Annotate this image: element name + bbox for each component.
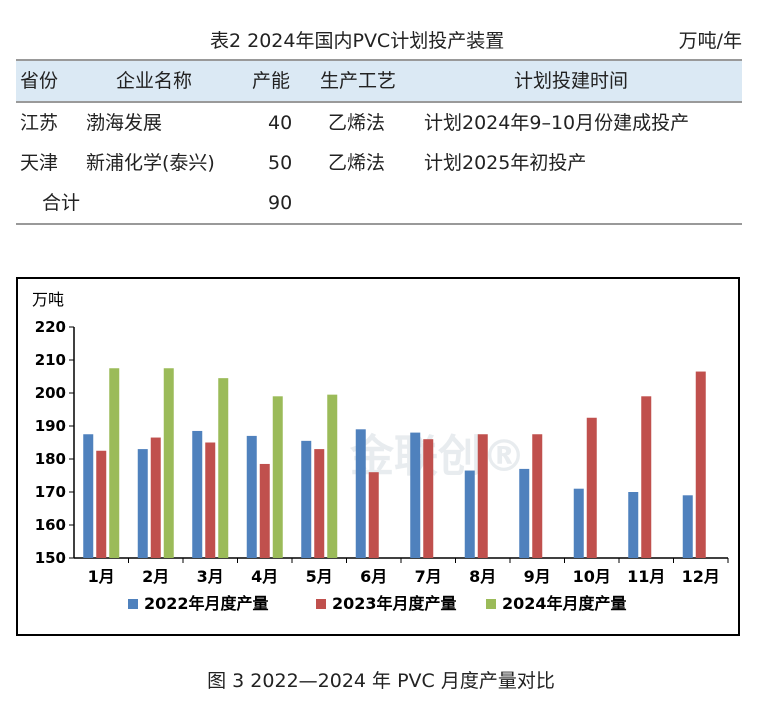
total-label: 合计: [42, 192, 81, 214]
bar-2-10: [586, 417, 597, 558]
bar-2-9: [532, 434, 543, 558]
bar-1-9: [519, 468, 530, 558]
y-tick-label: 170: [35, 483, 66, 501]
bar-3-5: [327, 394, 338, 558]
legend-swatch-2: [316, 599, 326, 609]
x-tick-label: 8月: [469, 567, 496, 586]
bar-1-1: [83, 434, 94, 558]
bar-2-11: [641, 396, 652, 558]
bar-2-6: [368, 472, 379, 558]
bar-3-2: [163, 368, 174, 558]
x-tick-label: 1月: [88, 567, 115, 586]
x-tick-label: 2月: [142, 567, 169, 586]
table-header: 省份 企业名称 产能 生产工艺 计划投建时间: [16, 61, 742, 103]
cell-schedule: 计划2025年初投产: [424, 152, 587, 174]
bar-2-3: [205, 442, 216, 558]
cell-company: 新浦化学(泰兴): [86, 152, 215, 174]
bar-1-8: [464, 470, 475, 558]
bar-2-12: [695, 371, 706, 558]
header-schedule: 计划投建时间: [514, 70, 629, 92]
figure-caption: 图 3 2022—2024 年 PVC 月度产量对比: [207, 670, 555, 692]
y-tick-label: 150: [35, 549, 66, 567]
cell-process: 乙烯法: [328, 152, 386, 174]
x-tick-label: 10月: [573, 567, 611, 586]
bar-1-10: [573, 488, 584, 558]
bar-1-3: [192, 430, 203, 558]
bar-1-5: [301, 440, 312, 558]
total-value: 90: [268, 192, 293, 214]
table-row: 天津 新浦化学(泰兴) 50 乙烯法 计划2025年初投产: [16, 143, 742, 183]
legend-label-2: 2023年月度产量: [332, 594, 457, 613]
cell-province: 江苏: [20, 112, 59, 134]
bar-2-7: [423, 439, 434, 558]
header-process: 生产工艺: [320, 70, 397, 92]
table-unit: 万吨/年: [678, 30, 742, 52]
capacity-table: 省份 企业名称 产能 生产工艺 计划投建时间 江苏 渤海发展 40 乙烯法 计划…: [16, 59, 742, 225]
bar-3-1: [109, 368, 120, 558]
bar-2-1: [96, 450, 107, 558]
bar-2-5: [314, 449, 325, 558]
bar-2-4: [259, 463, 270, 558]
y-tick-label: 190: [35, 417, 66, 435]
table-row: 江苏 渤海发展 40 乙烯法 计划2024年9–10月份建成投产: [16, 103, 742, 143]
y-tick-label: 200: [35, 384, 66, 402]
y-tick-label: 160: [35, 516, 66, 534]
x-tick-label: 7月: [415, 567, 442, 586]
y-axis-label: 万吨: [32, 290, 64, 309]
header-company: 企业名称: [116, 70, 193, 92]
cell-capacity: 50: [268, 152, 293, 174]
x-tick-label: 6月: [360, 567, 387, 586]
bar-3-3: [218, 378, 229, 558]
x-tick-label: 3月: [197, 567, 224, 586]
bar-1-2: [137, 449, 148, 558]
header-province: 省份: [20, 70, 59, 92]
x-tick-label: 5月: [306, 567, 333, 586]
x-tick-label: 4月: [251, 567, 278, 586]
legend-swatch-3: [486, 599, 496, 609]
bar-2-2: [150, 437, 161, 558]
y-tick-label: 180: [35, 450, 66, 468]
table-total-row: 合计 90: [16, 183, 742, 223]
legend-label-1: 2022年月度产量: [144, 594, 269, 613]
cell-process: 乙烯法: [328, 112, 386, 134]
bar-3-4: [272, 396, 283, 558]
y-tick-label: 210: [35, 351, 66, 369]
x-tick-label: 9月: [524, 567, 551, 586]
y-tick-label: 220: [35, 318, 66, 336]
bar-1-12: [682, 495, 693, 558]
x-tick-label: 12月: [682, 567, 720, 586]
bar-2-8: [477, 434, 488, 558]
legend-label-3: 2024年月度产量: [502, 594, 627, 613]
cell-schedule: 计划2024年9–10月份建成投产: [424, 112, 690, 134]
header-capacity: 产能: [252, 70, 291, 92]
bar-1-4: [246, 435, 257, 558]
bar-1-6: [355, 429, 366, 558]
cell-capacity: 40: [268, 112, 293, 134]
table-caption: 表2 2024年国内PVC计划投产装置 万吨/年: [0, 26, 762, 56]
cell-province: 天津: [20, 152, 59, 174]
bar-1-11: [628, 492, 639, 558]
bar-1-7: [410, 432, 421, 558]
cell-company: 渤海发展: [86, 112, 163, 134]
legend-swatch-1: [128, 599, 138, 609]
x-tick-label: 11月: [627, 567, 665, 586]
table-title: 表2 2024年国内PVC计划投产装置: [210, 30, 505, 52]
chart-frame: 金联创® 万吨 150 160 170 180 190 200 210 220 1月 2月 3月 4月 5月…: [16, 277, 740, 636]
